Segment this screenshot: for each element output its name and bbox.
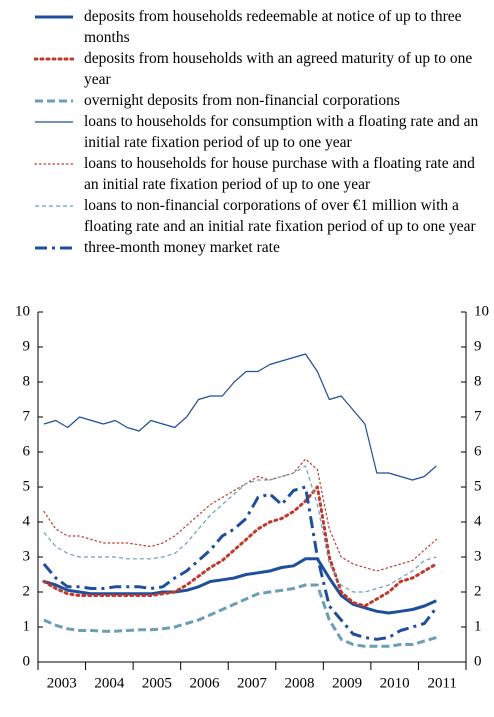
legend-label: loans to non-financial corporations of o… — [84, 197, 476, 235]
legend-swatch — [35, 15, 73, 19]
legend: deposits from households redeemable at n… — [0, 6, 494, 258]
y2-tick-label: 10 — [474, 303, 489, 319]
series-line — [43, 353, 437, 481]
y2-tick-label: 9 — [474, 338, 482, 354]
x-tick-label: 2006 — [189, 675, 220, 691]
legend-item: deposits from households redeemable at n… — [0, 6, 494, 48]
x-tick-label: 2003 — [47, 675, 77, 691]
legend-swatch — [35, 99, 73, 103]
y-tick-label: 5 — [23, 478, 31, 494]
legend-label: overnight deposits from non-financial co… — [84, 92, 400, 109]
y-tick-label: 8 — [23, 373, 31, 389]
legend-swatch — [35, 121, 73, 123]
y2-tick-label: 7 — [474, 408, 482, 424]
y2-tick-label: 0 — [474, 653, 482, 669]
x-tick-label: 2005 — [142, 675, 172, 691]
series-line — [43, 465, 437, 593]
y2-tick-label: 4 — [474, 513, 482, 529]
legend-item: loans to households for consumption with… — [0, 111, 494, 153]
legend-label: loans to households for house purchase w… — [84, 155, 475, 193]
y-tick-label: 1 — [23, 618, 31, 634]
legend-swatch — [35, 246, 73, 250]
y-tick-label: 0 — [23, 653, 31, 669]
x-tick-label: 2007 — [237, 675, 268, 691]
y-tick-label: 3 — [23, 548, 31, 564]
legend-label: deposits from households with an agreed … — [84, 50, 473, 88]
legend-swatch — [34, 163, 74, 165]
x-tick-label: 2004 — [94, 675, 125, 691]
y2-tick-label: 8 — [474, 373, 482, 389]
x-tick-label: 2008 — [285, 675, 315, 691]
x-tick-label: 2011 — [427, 675, 456, 691]
y-tick-label: 6 — [23, 443, 31, 459]
legend-label: loans to households for consumption with… — [84, 113, 479, 151]
legend-label: deposits from households redeemable at n… — [84, 8, 462, 46]
y-tick-label: 7 — [23, 408, 31, 424]
x-tick-label: 2010 — [380, 675, 410, 691]
y2-tick-label: 1 — [474, 618, 482, 634]
y2-tick-label: 2 — [474, 583, 482, 599]
series-line — [43, 458, 437, 572]
y-tick-label: 2 — [23, 583, 31, 599]
legend-swatch — [34, 57, 74, 61]
legend-item: loans to non-financial corporations of o… — [0, 195, 494, 237]
series-line — [42, 485, 438, 608]
y2-tick-label: 5 — [474, 478, 482, 494]
series-line — [42, 485, 438, 641]
legend-item: loans to households for house purchase w… — [0, 153, 494, 195]
y-tick-label: 10 — [15, 303, 30, 319]
y2-tick-label: 3 — [474, 548, 482, 564]
legend-item: overnight deposits from non-financial co… — [0, 90, 494, 111]
legend-swatch — [35, 205, 73, 207]
y-tick-label: 4 — [23, 513, 31, 529]
legend-item: three-month money market rate — [0, 237, 494, 258]
series-line — [43, 557, 437, 615]
y2-tick-label: 6 — [474, 443, 482, 459]
x-tick-label: 2009 — [332, 675, 362, 691]
legend-label: three-month money market rate — [84, 239, 280, 256]
legend-item: deposits from households with an agreed … — [0, 48, 494, 90]
series-line — [43, 583, 437, 648]
y-tick-label: 9 — [23, 338, 31, 354]
